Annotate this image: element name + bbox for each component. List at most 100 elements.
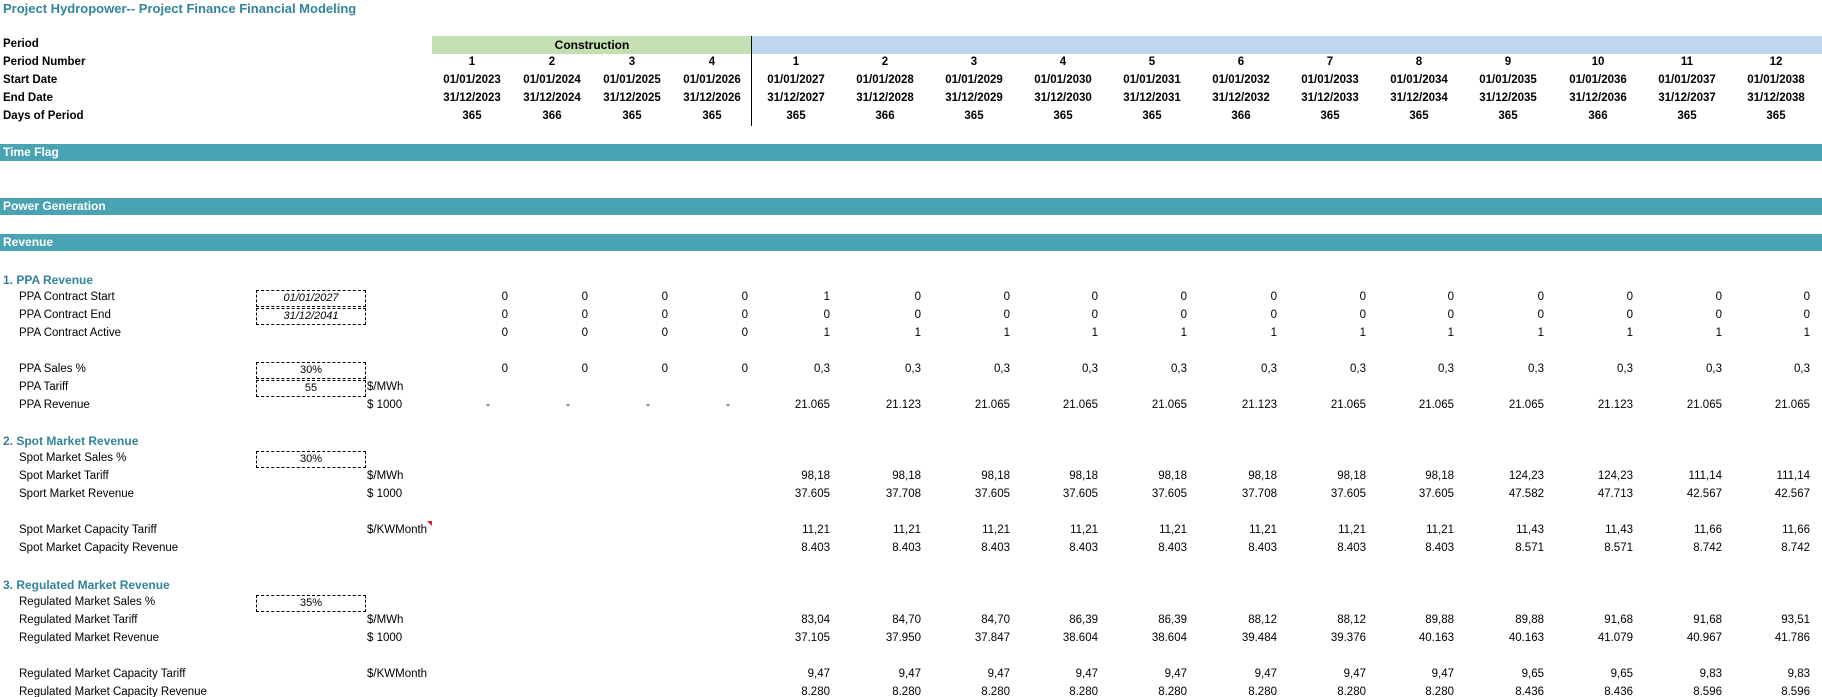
ppa-revenue-cell: 21.065 <box>794 399 830 411</box>
start-date-cell: 01/01/2023 <box>443 74 501 86</box>
spot-tariff-cell: 98,18 <box>1337 470 1366 482</box>
start-date-cell: 01/01/2036 <box>1569 74 1627 86</box>
period-number-cell: 3 <box>628 56 636 68</box>
reg-cap-revenue-cell: 8.596 <box>1781 686 1810 697</box>
reg-cap-tariff-cell: 9,47 <box>1075 668 1098 680</box>
start-date-cell: 01/01/2031 <box>1123 74 1181 86</box>
ppa-contract-start-cell: 0 <box>1803 291 1810 303</box>
ppa-contract-start-cell: 0 <box>1091 291 1098 303</box>
start-date-cell: 01/01/2033 <box>1301 74 1359 86</box>
period-number-cell: 7 <box>1326 56 1334 68</box>
reg-tariff-cell: 89,88 <box>1425 614 1454 626</box>
construction-header: Construction <box>432 36 752 54</box>
construction-divider <box>751 36 752 126</box>
reg-sales-pct-input[interactable]: 35% <box>256 595 366 612</box>
reg-tariff-cell: 83,04 <box>801 614 830 626</box>
ppa-contract-active-cell: 0 <box>741 327 748 339</box>
end-date-cell: 31/12/2027 <box>767 92 825 104</box>
end-date-cell: 31/12/2038 <box>1747 92 1805 104</box>
end-date-cell: 31/12/2034 <box>1390 92 1448 104</box>
reg-cap-tariff-unit: $/KWMonth <box>367 668 428 680</box>
days-cell: 365 <box>1053 110 1073 122</box>
spot-tariff-cell: 124,23 <box>1597 470 1633 482</box>
spot-cap-tariff-cell: 11,21 <box>1426 524 1454 536</box>
revenue-band: Revenue <box>0 234 1822 251</box>
start-date-cell: 01/01/2024 <box>523 74 581 86</box>
spot-cap-revenue-cell: 8.403 <box>1248 542 1277 554</box>
ppa-revenue-cell: 21.065 <box>1686 399 1722 411</box>
ppa-contract-end-cell: 0 <box>1180 309 1187 321</box>
ppa-contract-active-cell: 1 <box>1715 327 1722 339</box>
period-number-cell: 3 <box>970 56 978 68</box>
ppa-contract-active-cell: 0 <box>501 327 508 339</box>
ppa-contract-end-cell: 0 <box>1803 309 1810 321</box>
ppa-revenue-cell: 21.123 <box>1241 399 1277 411</box>
period-number-cell: 9 <box>1504 56 1512 68</box>
end-date-cell: 31/12/2028 <box>856 92 914 104</box>
reg-tariff-cell: 86,39 <box>1158 614 1187 626</box>
spot-sales-pct-input[interactable]: 30% <box>256 451 366 468</box>
spot-revenue-cell: 47.582 <box>1508 488 1544 500</box>
reg-cap-tariff-cell: 9,47 <box>1164 668 1187 680</box>
start-date-cell: 01/01/2025 <box>603 74 661 86</box>
ppa-sales-pct-cell: 0,3 <box>1261 363 1277 375</box>
spot-revenue-cell: 37.708 <box>885 488 921 500</box>
ppa-contract-end-cell: 0 <box>1003 309 1010 321</box>
end-date-cell: 31/12/2030 <box>1034 92 1092 104</box>
period-number-cell: 5 <box>1148 56 1156 68</box>
reg-revenue-cell: 40.163 <box>1508 632 1544 644</box>
ppa-contract-start-cell: 0 <box>1180 291 1187 303</box>
ppa-revenue-cell: 21.065 <box>1418 399 1454 411</box>
spot-tariff-cell: 98,18 <box>1425 470 1454 482</box>
ppa-contract-start-cell: 0 <box>1626 291 1633 303</box>
spot-tariff-cell: 98,18 <box>1158 470 1187 482</box>
period-number-cell: 10 <box>1591 56 1605 68</box>
reg-revenue-unit: $ 1000 <box>367 632 403 644</box>
spot-cap-revenue-cell: 8.403 <box>1158 542 1187 554</box>
start-date-cell: 01/01/2029 <box>945 74 1003 86</box>
spot-revenue-cell: 37.605 <box>974 488 1010 500</box>
spot-revenue-cell: 37.605 <box>1151 488 1187 500</box>
days-cell: 365 <box>462 110 482 122</box>
spot-tariff-unit: $/MWh <box>367 470 404 482</box>
reg-cap-revenue-label: Regulated Market Capacity Revenue <box>19 686 207 697</box>
spot-section-title: 2. Spot Market Revenue <box>3 434 139 448</box>
spot-cap-revenue-cell: 8.571 <box>1515 542 1544 554</box>
ppa-contract-start-cell: 1 <box>823 291 830 303</box>
reg-cap-tariff-cell: 9,47 <box>807 668 830 680</box>
reg-cap-revenue-cell: 8.280 <box>892 686 921 697</box>
spot-cap-tariff-cell: 11,66 <box>1694 524 1722 536</box>
spot-revenue-cell: 37.605 <box>1418 488 1454 500</box>
ppa-contract-end-cell: 0 <box>1359 309 1366 321</box>
ppa-revenue-cell: - <box>566 399 570 411</box>
ppa-contract-active-cell: 1 <box>1803 327 1810 339</box>
ppa-sales-pct-cell: 0,3 <box>1171 363 1187 375</box>
start-date-cell: 01/01/2028 <box>856 74 914 86</box>
reg-tariff-cell: 93,51 <box>1781 614 1810 626</box>
ppa-contract-start-label: PPA Contract Start <box>19 291 115 303</box>
ppa-tariff-input[interactable]: 55 <box>256 380 366 397</box>
ppa-contract-start-input[interactable]: 01/01/2027 <box>256 290 366 307</box>
spot-revenue-cell: 42.567 <box>1686 488 1722 500</box>
ppa-revenue-cell: 21.123 <box>885 399 921 411</box>
ppa-contract-active-cell: 1 <box>1359 327 1366 339</box>
spot-revenue-cell: 42.567 <box>1774 488 1810 500</box>
start-date-cell: 01/01/2027 <box>767 74 825 86</box>
reg-cap-revenue-cell: 8.280 <box>1337 686 1366 697</box>
period-number-cell: 11 <box>1680 56 1694 68</box>
reg-cap-revenue-cell: 8.280 <box>1069 686 1098 697</box>
ppa-contract-active-cell: 1 <box>914 327 921 339</box>
ppa-contract-end-input[interactable]: 31/12/2041 <box>256 308 366 325</box>
ppa-sales-pct-cell: 0 <box>581 363 588 375</box>
spot-tariff-cell: 98,18 <box>892 470 921 482</box>
ppa-sales-pct-cell: 0,3 <box>814 363 830 375</box>
ppa-contract-end-cell: 0 <box>1715 309 1722 321</box>
days-cell: 365 <box>1142 110 1162 122</box>
ppa-contract-start-cell: 0 <box>914 291 921 303</box>
ppa-sales-pct-cell: 0,3 <box>1528 363 1544 375</box>
ppa-contract-end-cell: 0 <box>1537 309 1544 321</box>
ppa-contract-end-cell: 0 <box>661 309 668 321</box>
ppa-sales-pct-input[interactable]: 30% <box>256 362 366 379</box>
comment-indicator-icon[interactable] <box>427 521 432 526</box>
end-date-cell: 31/12/2023 <box>443 92 501 104</box>
